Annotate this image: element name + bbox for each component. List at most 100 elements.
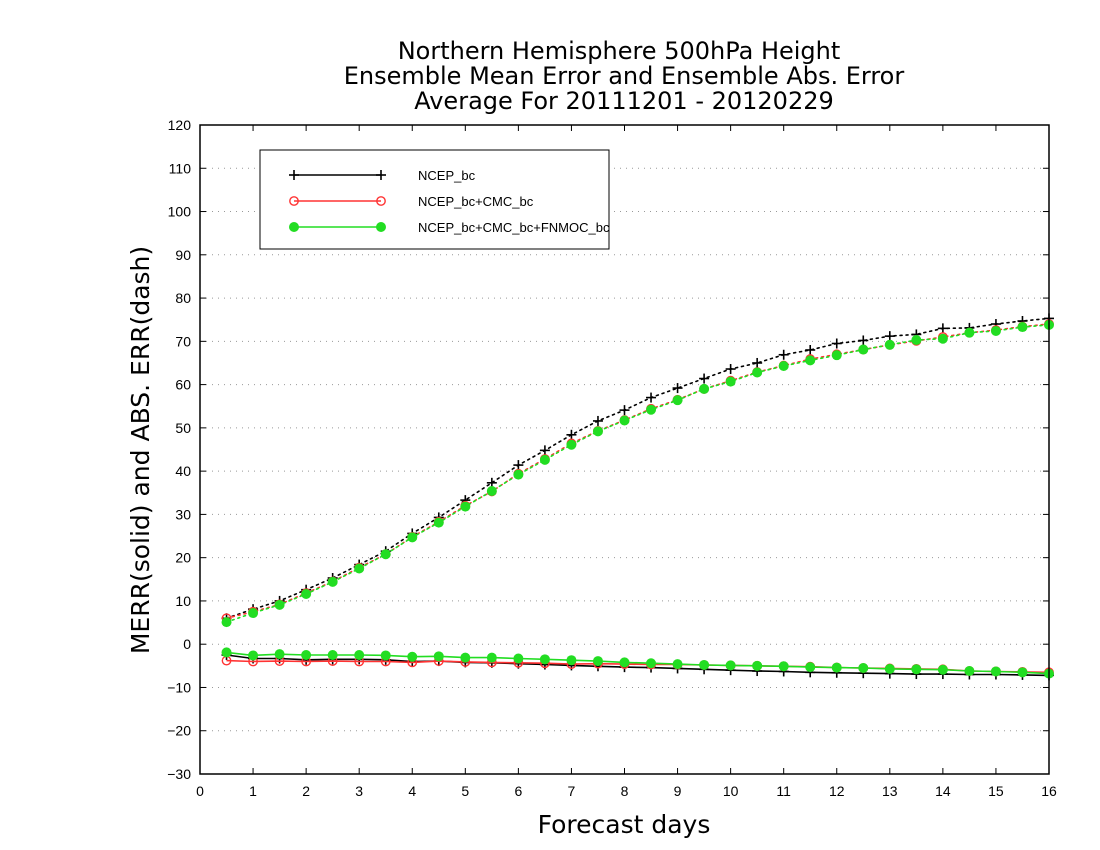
y-tick-label: 110	[169, 160, 192, 176]
x-tick-label: 12	[829, 783, 845, 799]
data-point-ncep-bc-cmc-bc-fnmoc-bc-abserr	[513, 469, 524, 480]
chart-title-line-2: Ensemble Mean Error and Ensemble Abs. Er…	[344, 62, 905, 90]
legend-box	[259, 149, 610, 250]
data-point-ncep-bc-cmc-bc-fnmoc-bc-abserr	[964, 327, 975, 338]
data-point-ncep-bc-abserr	[831, 338, 842, 349]
data-point-ncep-bc-cmc-bc-fnmoc-bc-abserr	[778, 360, 789, 371]
data-point-ncep-bc-cmc-bc-fnmoc-bc-abserr	[592, 426, 603, 437]
data-point-ncep-bc-cmc-bc-fnmoc-bc-merr	[539, 654, 550, 665]
x-tick-label: 9	[674, 783, 682, 799]
y-tick-label: 40	[175, 463, 191, 479]
data-point-ncep-bc-abserr	[566, 429, 577, 440]
data-point-ncep-bc-cmc-bc-fnmoc-bc-merr	[592, 656, 603, 667]
data-point-ncep-bc-cmc-bc-fnmoc-bc-merr	[805, 662, 816, 673]
data-point-ncep-bc-cmc-bc-fnmoc-bc-merr	[778, 661, 789, 672]
data-point-ncep-bc-cmc-bc-fnmoc-bc-abserr	[752, 367, 763, 378]
data-point-ncep-bc-abserr	[592, 415, 603, 426]
legend-marker-ncep-bc-cmc-bc-fnmoc-bc	[289, 222, 299, 232]
legend-label-ncep-bc-cmc-bc-fnmoc-bc: NCEP_bc+CMC_bc+FNMOC_bc	[418, 220, 610, 235]
data-point-ncep-bc-cmc-bc-fnmoc-bc-merr	[858, 662, 869, 673]
y-tick-label: 70	[175, 333, 191, 349]
y-tick-label: 50	[175, 420, 191, 436]
x-tick-label: 5	[461, 783, 469, 799]
series-line-ncep-bc-cmc-bc-fnmoc-bc-abserr	[225, 324, 1050, 623]
data-point-ncep-bc-cmc-bc-fnmoc-bc-abserr	[566, 439, 577, 450]
data-point-ncep-bc-cmc-bc-fnmoc-bc-merr	[221, 647, 232, 658]
data-point-ncep-bc-abserr	[619, 405, 630, 416]
data-point-ncep-bc-abserr	[725, 364, 736, 375]
data-point-ncep-bc-cmc-bc-fnmoc-bc-abserr	[327, 576, 338, 587]
data-point-ncep-bc-cmc-bc-fnmoc-bc-abserr	[725, 376, 736, 387]
data-point-ncep-bc-cmc-bc-fnmoc-bc-merr	[380, 650, 391, 661]
legend-label-ncep-bc: NCEP_bc	[418, 168, 476, 183]
data-point-ncep-bc-cmc-bc-fnmoc-bc-merr	[911, 664, 922, 675]
y-tick-label: −20	[167, 723, 191, 739]
data-point-ncep-bc-abserr	[884, 331, 895, 342]
y-tick-label: 120	[168, 117, 192, 133]
data-point-ncep-bc-cmc-bc-fnmoc-bc-abserr	[858, 344, 869, 355]
data-point-ncep-bc-cmc-bc-fnmoc-bc-merr	[460, 652, 471, 663]
data-point-ncep-bc-cmc-bc-fnmoc-bc-abserr	[248, 608, 259, 619]
data-point-ncep-bc-cmc-bc-fnmoc-bc-abserr	[646, 404, 657, 415]
x-tick-label: 11	[776, 783, 791, 799]
grid	[200, 167, 1049, 732]
y-axis-label: MERR(solid) and ABS. ERR(dash)	[126, 246, 155, 654]
data-point-ncep-bc-abserr	[805, 344, 816, 355]
chart-title-line-3: Average For 20111201 - 20120229	[414, 87, 834, 115]
data-point-ncep-bc-abserr	[646, 392, 657, 403]
y-tick-label: −30	[167, 766, 191, 782]
x-tick-label: 4	[408, 783, 416, 799]
data-point-ncep-bc-cmc-bc-fnmoc-bc-abserr	[539, 454, 550, 465]
data-point-ncep-bc-cmc-bc-fnmoc-bc-merr	[725, 660, 736, 671]
data-point-ncep-bc-cmc-bc-fnmoc-bc-merr	[407, 651, 418, 662]
x-tick-label: 14	[935, 783, 951, 799]
data-point-ncep-bc-abserr	[672, 383, 683, 394]
legend-marker-ncep-bc	[376, 170, 386, 180]
data-point-ncep-bc-cmc-bc-fnmoc-bc-abserr	[354, 563, 365, 574]
data-point-ncep-bc-cmc-bc-fnmoc-bc-abserr	[831, 350, 842, 361]
data-point-ncep-bc-cmc-bc-fnmoc-bc-abserr	[937, 333, 948, 344]
series-line-ncep-bc-cmc-bc-fnmoc-bc-merr	[226, 651, 1050, 675]
data-point-ncep-bc-abserr	[858, 335, 869, 346]
y-tick-label: 80	[175, 290, 191, 306]
data-point-ncep-bc-cmc-bc-fnmoc-bc-abserr	[221, 617, 232, 628]
data-point-ncep-bc-abserr	[539, 445, 550, 456]
data-point-ncep-bc-cmc-bc-fnmoc-bc-merr	[990, 666, 1001, 677]
data-point-ncep-bc-cmc-bc-fnmoc-bc-merr	[699, 659, 710, 670]
data-point-ncep-bc-cmc-bc-fnmoc-bc-merr	[831, 662, 842, 673]
data-point-ncep-bc-cmc-bc-fnmoc-bc-merr	[619, 657, 630, 668]
x-tick-label: 8	[621, 783, 629, 799]
chart-title-line-1: Northern Hemisphere 500hPa Height	[398, 37, 841, 65]
data-point-ncep-bc-cmc-bc-fnmoc-bc-merr	[301, 650, 312, 661]
data-point-ncep-bc-abserr	[699, 373, 710, 384]
data-point-ncep-bc-cmc-bc-fnmoc-bc-abserr	[301, 589, 312, 600]
data-point-ncep-bc-cmc-bc-fnmoc-bc-merr	[486, 652, 497, 663]
data-point-ncep-bc-cmc-bc-fnmoc-bc-abserr	[407, 532, 418, 543]
y-tick-label: 10	[175, 593, 191, 609]
y-tick-label: 100	[168, 204, 192, 220]
x-tick-label: 3	[355, 783, 363, 799]
data-point-ncep-bc-cmc-bc-fnmoc-bc-abserr	[460, 501, 471, 512]
data-point-ncep-bc-cmc-bc-fnmoc-bc-merr	[672, 659, 683, 670]
data-point-ncep-bc-cmc-bc-fnmoc-bc-merr	[884, 663, 895, 674]
data-point-ncep-bc-cmc-bc-fnmoc-bc-merr	[513, 653, 524, 664]
x-tick-label: 10	[723, 783, 739, 799]
x-tick-label: 15	[988, 783, 1004, 799]
x-tick-label: 0	[196, 783, 204, 799]
data-point-ncep-bc-cmc-bc-fnmoc-bc-merr	[327, 650, 338, 661]
legend-marker-ncep-bc-cmc-bc-fnmoc-bc	[376, 222, 386, 232]
x-tick-label: 6	[514, 783, 522, 799]
data-point-ncep-bc-cmc-bc-fnmoc-bc-abserr	[486, 486, 497, 497]
data-point-ncep-bc-abserr	[937, 323, 948, 334]
data-point-ncep-bc-cmc-bc-fnmoc-bc-merr	[433, 651, 444, 662]
y-tick-label: 0	[183, 636, 191, 652]
data-point-ncep-bc-abserr	[778, 349, 789, 360]
data-point-ncep-bc-cmc-bc-fnmoc-bc-abserr	[433, 517, 444, 528]
x-tick-label: 7	[568, 783, 576, 799]
data-point-ncep-bc-cmc-bc-fnmoc-bc-abserr	[990, 325, 1001, 336]
data-point-ncep-bc-cmc-bc-fnmoc-bc-merr	[274, 649, 285, 660]
data-point-ncep-bc-cmc-bc-fnmoc-bc-abserr	[699, 383, 710, 394]
legend-marker-ncep-bc-cmc-bc	[289, 196, 299, 206]
data-point-ncep-bc-cmc-bc-fnmoc-bc-merr	[937, 664, 948, 675]
